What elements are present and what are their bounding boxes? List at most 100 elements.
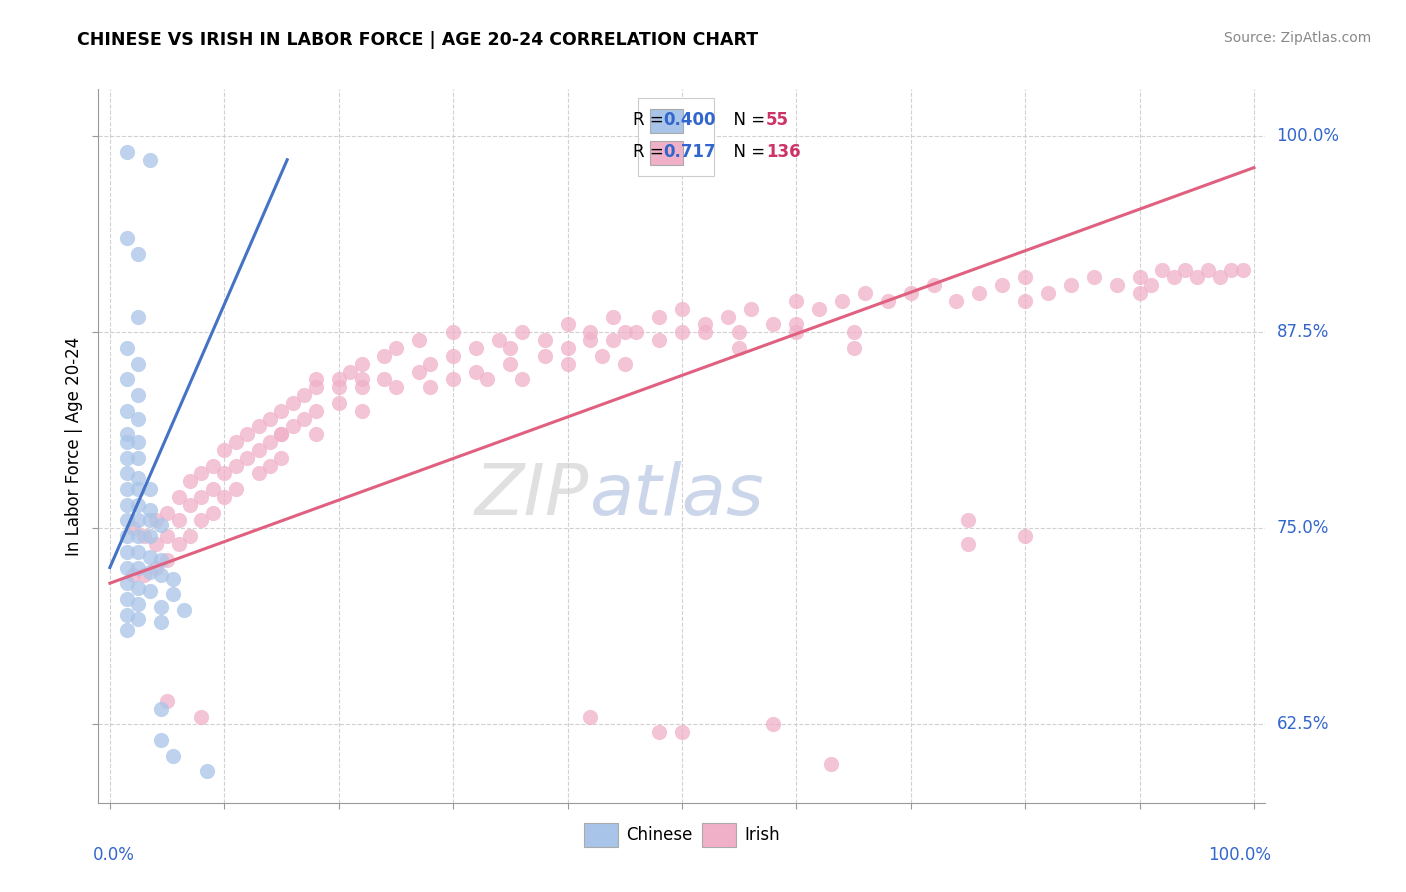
Text: N =: N = — [723, 111, 770, 128]
Point — [557, 341, 579, 355]
Point — [127, 545, 149, 559]
Point — [127, 247, 149, 261]
Point — [259, 411, 281, 425]
Point — [842, 326, 865, 340]
Point — [236, 450, 259, 465]
Point — [613, 357, 636, 371]
Point — [602, 310, 624, 324]
Point — [441, 326, 464, 340]
Point — [477, 372, 499, 386]
Point — [145, 514, 167, 528]
Point — [671, 326, 693, 340]
Point — [167, 490, 190, 504]
Point — [270, 403, 292, 417]
Point — [328, 380, 350, 394]
Point — [156, 694, 179, 708]
Text: 136: 136 — [766, 143, 800, 161]
Point — [510, 326, 533, 340]
Point — [510, 372, 533, 386]
Point — [167, 537, 190, 551]
Text: 0.0%: 0.0% — [93, 846, 135, 863]
Point — [292, 411, 315, 425]
Point — [281, 419, 304, 434]
Point — [350, 380, 373, 394]
Text: ZIP: ZIP — [474, 461, 589, 531]
Point — [1220, 262, 1243, 277]
Point — [247, 442, 270, 457]
Point — [270, 450, 292, 465]
Point — [717, 310, 740, 324]
Point — [115, 427, 138, 442]
Point — [259, 458, 281, 473]
Point — [1014, 293, 1036, 308]
Point — [602, 333, 624, 347]
Point — [156, 506, 179, 520]
Point — [127, 581, 149, 595]
Point — [150, 733, 173, 747]
Point — [956, 514, 979, 528]
Point — [214, 467, 236, 481]
Point — [115, 145, 138, 159]
Text: 55: 55 — [766, 111, 789, 128]
Point — [740, 301, 762, 316]
Text: 100.0%: 100.0% — [1208, 846, 1271, 863]
Point — [969, 286, 991, 301]
Point — [115, 514, 138, 528]
Point — [350, 357, 373, 371]
Point — [167, 514, 190, 528]
Point — [1105, 278, 1128, 293]
Point — [134, 568, 156, 582]
Point — [127, 357, 149, 371]
Text: atlas: atlas — [589, 461, 763, 531]
Point — [162, 748, 184, 763]
Point — [956, 537, 979, 551]
Text: 87.5%: 87.5% — [1277, 323, 1329, 342]
Point — [179, 475, 201, 489]
Point — [201, 458, 224, 473]
Point — [115, 624, 138, 638]
Point — [201, 482, 224, 496]
Point — [385, 380, 408, 394]
Point — [139, 549, 162, 564]
Point — [190, 514, 212, 528]
Point — [579, 709, 602, 723]
Text: CHINESE VS IRISH IN LABOR FORCE | AGE 20-24 CORRELATION CHART: CHINESE VS IRISH IN LABOR FORCE | AGE 20… — [77, 31, 758, 49]
Point — [1036, 286, 1059, 301]
Point — [225, 458, 247, 473]
Point — [173, 603, 195, 617]
Point — [373, 349, 395, 363]
Point — [499, 341, 522, 355]
Point — [270, 427, 292, 442]
Point — [533, 349, 555, 363]
Point — [190, 709, 212, 723]
Point — [488, 333, 510, 347]
Point — [693, 326, 716, 340]
Point — [591, 349, 613, 363]
Point — [127, 471, 149, 485]
Point — [150, 552, 173, 566]
Text: Source: ZipAtlas.com: Source: ZipAtlas.com — [1223, 31, 1371, 45]
Point — [1197, 262, 1219, 277]
Point — [1163, 270, 1185, 285]
Point — [115, 341, 138, 355]
Point — [728, 341, 751, 355]
Point — [247, 467, 270, 481]
Point — [139, 529, 162, 543]
Point — [115, 372, 138, 386]
Point — [785, 293, 807, 308]
Point — [179, 529, 201, 543]
Point — [190, 490, 212, 504]
Point — [1174, 262, 1197, 277]
Point — [201, 506, 224, 520]
Point — [236, 427, 259, 442]
Text: R =: R = — [633, 143, 669, 161]
Point — [150, 599, 173, 614]
Point — [214, 442, 236, 457]
Point — [145, 560, 167, 574]
Point — [305, 372, 328, 386]
Point — [991, 278, 1014, 293]
Point — [127, 597, 149, 611]
Point — [214, 490, 236, 504]
Point — [115, 482, 138, 496]
Point — [557, 318, 579, 332]
